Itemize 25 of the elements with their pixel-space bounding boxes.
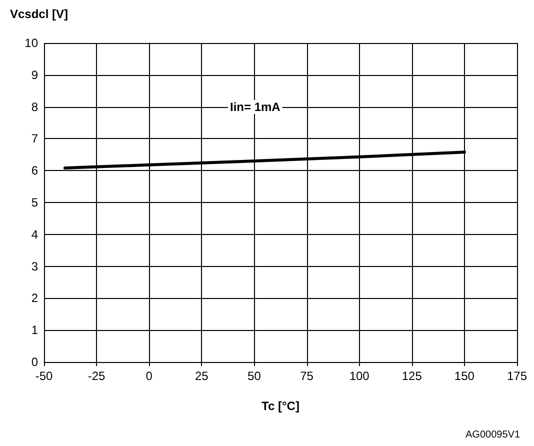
y-tick-label: 7 [31, 132, 38, 146]
x-tick-label: 100 [349, 369, 370, 383]
y-tick-label: 10 [24, 36, 38, 50]
x-tick-label: -50 [35, 369, 53, 383]
y-tick-label: 6 [31, 164, 38, 178]
x-tick-label: 175 [506, 369, 528, 383]
x-tick-label: 25 [194, 369, 209, 383]
y-tick-label: 3 [31, 259, 38, 274]
x-tick-label: 150 [454, 369, 475, 383]
y-tick-label: 8 [31, 100, 38, 114]
y-tick-label: 5 [31, 196, 38, 210]
x-axis-title: Tc [°C] [262, 399, 300, 413]
y-axis-title: Vcsdcl [V] [10, 7, 68, 21]
annotation: Iin= 1mA [230, 100, 281, 114]
x-tick-label: 125 [402, 369, 422, 383]
x-tick-label: 50 [248, 369, 262, 383]
y-tick-label: 4 [31, 227, 38, 242]
y-tick-label: 1 [31, 323, 38, 338]
x-tick-label: -25 [88, 369, 106, 383]
y-tick-label: 9 [31, 68, 38, 82]
x-tick-label: 75 [300, 369, 314, 383]
y-tick-label: 0 [31, 355, 38, 369]
text: AG00095V1 [466, 430, 520, 440]
x-tick-label: 0 [146, 369, 153, 383]
y-tick-label: 2 [31, 291, 38, 306]
